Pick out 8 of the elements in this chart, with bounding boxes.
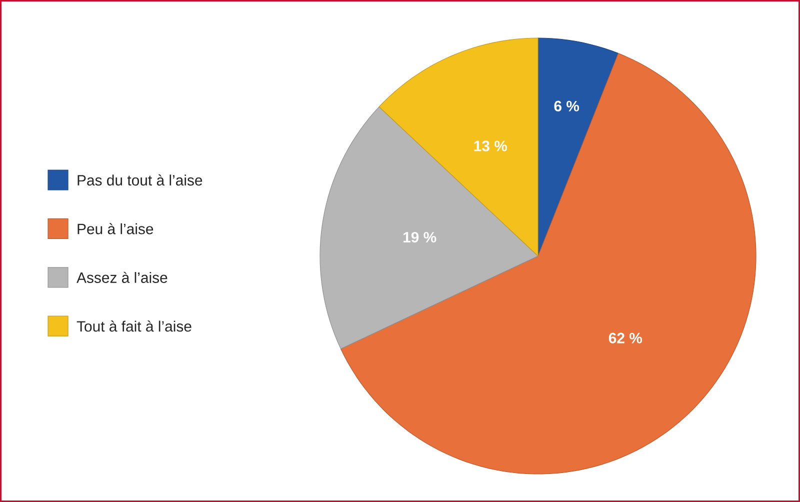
- legend-label: Tout à fait à l’aise: [76, 320, 192, 332]
- legend-label: Pas du tout à l’aise: [78, 174, 202, 186]
- data-label: 19 %: [403, 232, 436, 243]
- data-label: 13 %: [474, 140, 507, 152]
- data-label: 6 %: [554, 100, 580, 112]
- legend-label: Peu à l’aise: [78, 223, 154, 234]
- data-label: 62 %: [608, 332, 642, 344]
- legend-label: Assez à l’aise: [76, 272, 168, 283]
